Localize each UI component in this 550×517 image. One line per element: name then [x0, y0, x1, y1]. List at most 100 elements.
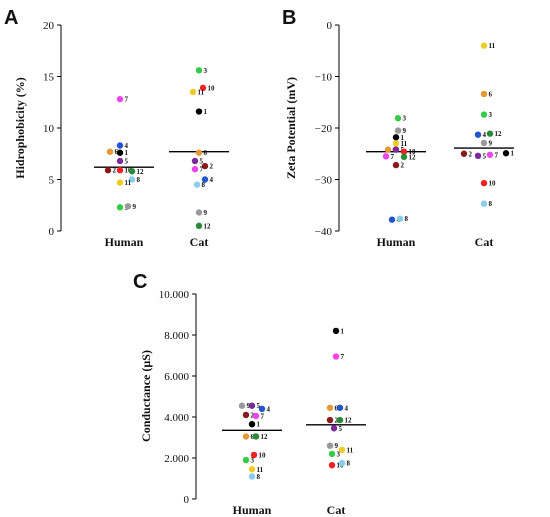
- data-point-label: 9: [133, 203, 137, 211]
- y-tick-label: −10: [315, 72, 333, 84]
- data-point: [480, 179, 488, 187]
- data-point-label: 8: [347, 460, 351, 468]
- data-point: [128, 176, 136, 183]
- data-point: [326, 404, 334, 411]
- data-point-label: 3: [489, 111, 493, 119]
- data-point-label: 9: [335, 442, 339, 450]
- data-point-label: 7: [341, 353, 345, 361]
- data-point-label: 4: [483, 131, 487, 139]
- data-point: [480, 90, 488, 98]
- data-point-label: 12: [261, 433, 269, 441]
- data-point-label: 6: [251, 433, 255, 441]
- data-point: [242, 456, 250, 464]
- data-point-label: 5: [257, 402, 261, 410]
- data-point-label: 12: [345, 417, 353, 425]
- data-point: [199, 84, 207, 92]
- data-point: [332, 353, 340, 360]
- data-point: [388, 216, 396, 223]
- data-point-label: 4: [210, 176, 214, 184]
- y-axis-title: Hidrophobicity (%): [13, 77, 27, 178]
- data-point-label: 8: [405, 215, 409, 223]
- data-point: [189, 88, 197, 96]
- data-point-label: 7: [495, 151, 499, 159]
- data-point-label: 7: [200, 166, 204, 174]
- panel-b: B Zeta Potential (mV) −40 −30 −20 −10 0 Human…: [282, 7, 515, 249]
- data-point-label: 6: [115, 148, 119, 156]
- y-tick-label: 15: [43, 72, 55, 84]
- y-axis-title: Zeta Potential (mV): [284, 77, 298, 179]
- data-point: [394, 115, 402, 122]
- data-point-label: 8: [202, 181, 206, 189]
- data-point-label: 2: [113, 167, 117, 175]
- data-point: [326, 416, 334, 424]
- y-tick-label: −20: [315, 123, 333, 135]
- data-point: [238, 402, 246, 409]
- y-tick-label: 4.000: [164, 412, 189, 424]
- data-point-label: 7: [391, 153, 395, 161]
- data-point: [486, 130, 494, 137]
- data-point-label: 5: [200, 157, 204, 165]
- data-point: [392, 146, 400, 153]
- panel-c: C Conductance (µS) 0 2.000 4.000 6.000 8.000…: [133, 271, 366, 517]
- y-tick-label: 20: [43, 20, 55, 32]
- y-tick-label: −40: [315, 226, 333, 238]
- data-point-label: 4: [267, 405, 271, 413]
- data-point: [242, 433, 250, 440]
- data-point-label: 8: [257, 473, 261, 481]
- data-point-label: 6: [489, 91, 493, 99]
- data-point: [201, 176, 209, 183]
- data-point-label: 12: [409, 153, 417, 161]
- data-point-label: 1: [125, 149, 129, 157]
- data-point: [328, 450, 336, 458]
- x-category-label: Human: [233, 503, 272, 517]
- data-point: [480, 139, 488, 147]
- data-point-label: 11: [125, 179, 132, 187]
- data-point: [116, 95, 124, 103]
- data-point-label: 12: [204, 222, 212, 230]
- data-point-label: 9: [489, 139, 493, 147]
- panel-letter: B: [282, 7, 296, 29]
- y-tick-label: 2.000: [164, 453, 189, 465]
- data-point: [336, 416, 344, 424]
- data-point: [400, 153, 408, 161]
- x-category-label: Human: [377, 235, 416, 249]
- data-point: [248, 420, 256, 428]
- data-point-label: 10: [409, 148, 417, 156]
- data-point-label: 3: [204, 67, 208, 75]
- data-point-label: 8: [137, 176, 141, 184]
- data-point-label: 10: [259, 451, 267, 459]
- data-point-label: 11: [198, 88, 205, 96]
- y-tick-label: 0: [184, 494, 190, 506]
- data-point-label: 2: [469, 150, 473, 158]
- data-point-label: 10: [489, 180, 497, 188]
- data-point-label: 6: [204, 149, 208, 157]
- data-point: [195, 222, 203, 230]
- data-point: [328, 461, 336, 469]
- data-point: [250, 451, 258, 459]
- data-point: [116, 167, 124, 174]
- data-point: [480, 111, 488, 118]
- data-point: [252, 433, 260, 440]
- y-tick-label: −30: [315, 175, 333, 187]
- data-point: [330, 425, 338, 432]
- data-point-label: 11: [347, 446, 354, 454]
- data-point: [332, 327, 340, 335]
- data-point: [128, 168, 136, 175]
- data-point-label: 10: [208, 84, 216, 92]
- data-point-label: 3: [403, 115, 407, 123]
- data-point: [502, 150, 510, 157]
- data-point-label: 9: [204, 209, 208, 217]
- data-point-label: 5: [125, 157, 129, 165]
- data-point-label: 1: [204, 108, 208, 116]
- data-point-label: 2: [401, 162, 405, 170]
- data-point-label: 5: [339, 425, 343, 433]
- data-point-label: 9: [247, 402, 251, 410]
- data-point-label: 2: [335, 417, 339, 425]
- data-point: [474, 152, 482, 160]
- data-point: [106, 148, 114, 155]
- data-point-label: 11: [257, 466, 264, 474]
- x-category-label: Cat: [190, 235, 209, 249]
- data-point: [201, 162, 209, 170]
- data-point: [195, 67, 203, 74]
- data-point: [116, 157, 124, 165]
